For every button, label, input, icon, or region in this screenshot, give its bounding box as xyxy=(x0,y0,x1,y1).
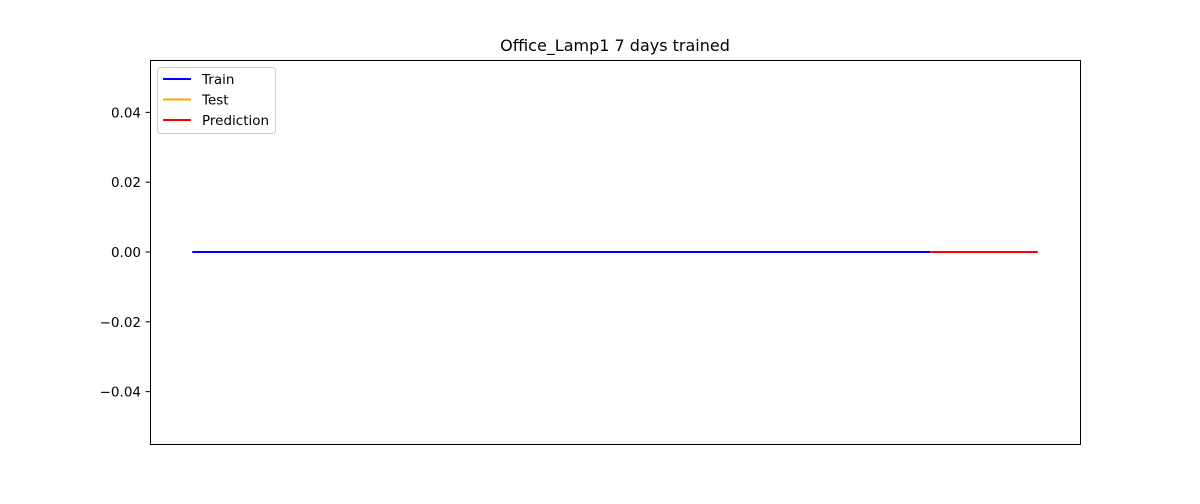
legend: Train Test Prediction xyxy=(157,67,276,134)
legend-label-prediction: Prediction xyxy=(202,113,269,129)
y-tick-label: 0.02 xyxy=(111,175,141,191)
y-tick-label: −0.02 xyxy=(100,315,141,331)
y-tick-label: 0.00 xyxy=(111,245,141,261)
legend-label-test: Test xyxy=(201,93,229,109)
chart-title: Office_Lamp1 7 days trained xyxy=(500,36,730,56)
legend-label-train: Train xyxy=(201,72,234,88)
y-axis: 0.04 0.02 0.00 −0.02 −0.04 xyxy=(100,105,150,401)
legend-box xyxy=(157,67,276,134)
y-tick-label: 0.04 xyxy=(111,105,141,121)
y-tick-label: −0.04 xyxy=(100,385,141,401)
plot-frame xyxy=(150,60,1081,445)
